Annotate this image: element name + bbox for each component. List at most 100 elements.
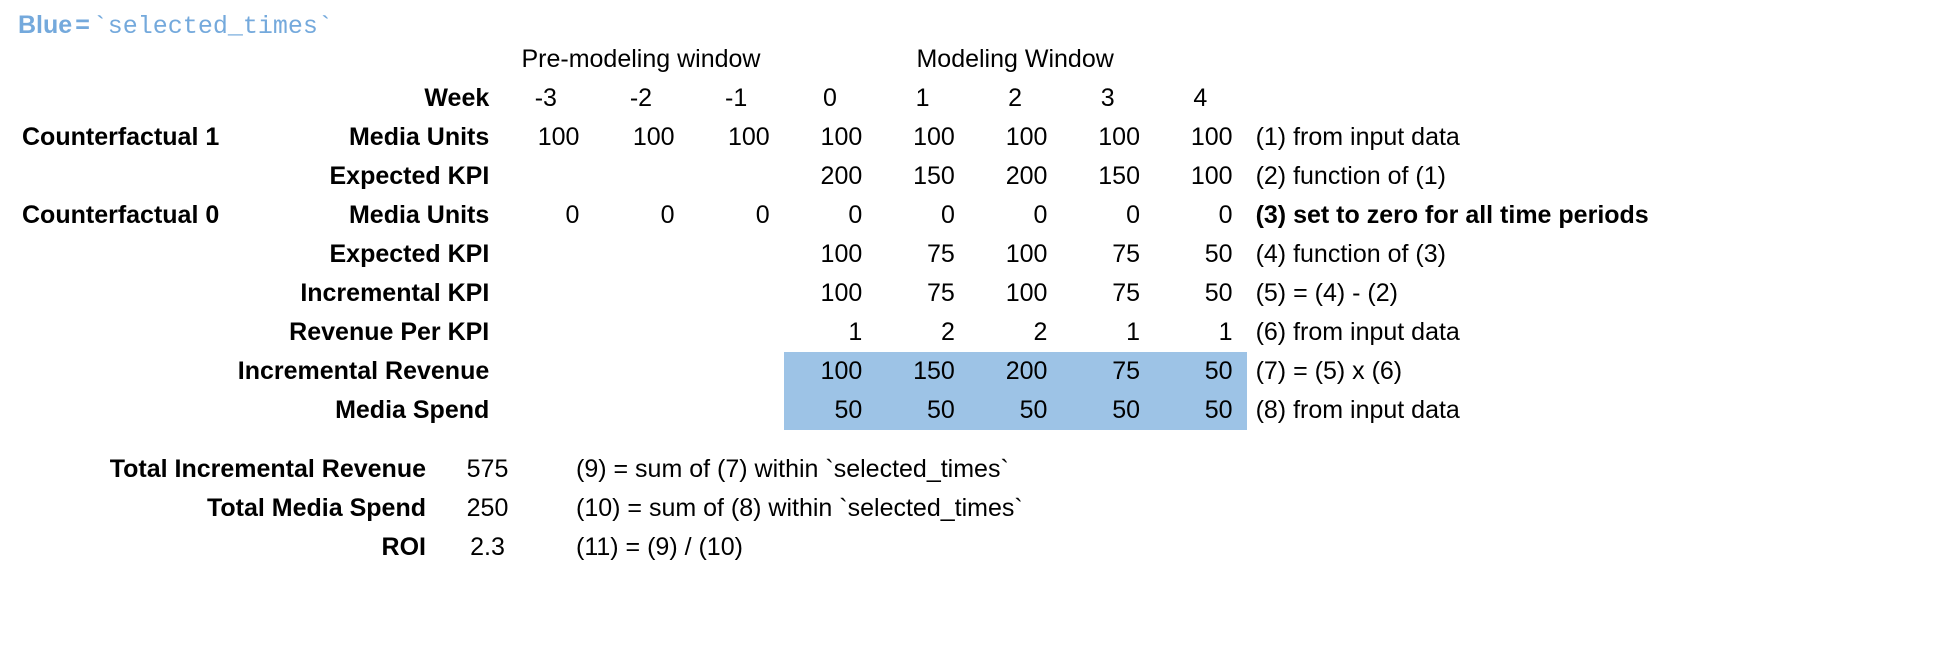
week-cell-3: 3	[1100, 84, 1115, 112]
week-cell-4: 4	[1193, 84, 1208, 112]
table-row: Revenue Per KPI 1 2 2 1 1 (6) from input…	[0, 313, 1946, 352]
summary-label-total-media-spend: Total Media Spend	[207, 494, 426, 522]
empty-corner-a	[0, 40, 238, 79]
cell-cf0-expected-kpi-w4: 50	[1204, 240, 1233, 268]
cell-cf0-media-units-w4: 0	[1218, 201, 1233, 229]
cell-incremental-revenue-w-1	[689, 352, 784, 391]
empty-note-week	[1247, 79, 1946, 118]
cell-incremental-kpi-w-3	[498, 274, 593, 313]
note-6: (6) from input data	[1255, 318, 1460, 346]
week-cell-m1: -1	[725, 84, 748, 112]
cell-incremental-revenue-w0: 100	[783, 352, 877, 391]
row-label-media-units-cf0: Media Units	[348, 201, 490, 229]
group-label-counterfactual-0: Counterfactual 0	[22, 201, 220, 229]
note-7: (7) = (5) x (6)	[1255, 357, 1403, 385]
header-modeling-window: Modeling Window	[916, 45, 1114, 73]
table-row: Counterfactual 1 Media Units 100 100 100…	[0, 118, 1946, 157]
cell-revenue-per-kpi-w-1	[689, 313, 784, 352]
cell-incremental-kpi-w3: 75	[1112, 279, 1140, 307]
cell-cf0-media-units-w3: 0	[1126, 201, 1140, 229]
cell-revenue-per-kpi-w0: 1	[848, 318, 863, 346]
group-label-blank-1	[0, 157, 238, 196]
summary-value-total-incremental-revenue: 575	[466, 455, 509, 483]
cell-cf0-expected-kpi-w-3	[498, 235, 593, 274]
legend-blue-selected-times: Blue = `selected_times`	[18, 12, 333, 41]
row-label-expected-kpi-cf0: Expected KPI	[329, 240, 490, 268]
cell-media-spend-w4: 50	[1154, 391, 1247, 430]
week-cell-2: 2	[1008, 84, 1023, 112]
summary-row-total-media-spend: Total Media Spend 250 (10) = sum of (8) …	[0, 489, 1440, 528]
summary-value-roi: 2.3	[470, 533, 505, 561]
cell-incremental-revenue-w3: 75	[1061, 352, 1154, 391]
row-label-media-units-cf1: Media Units	[348, 123, 490, 151]
cell-cf0-media-units-w-2: 0	[660, 201, 675, 229]
week-cell-0: 0	[823, 84, 837, 112]
table-row: Media Spend 50 50 50 50 50 (8) from inpu…	[0, 391, 1946, 430]
cell-revenue-per-kpi-w4: 1	[1218, 318, 1233, 346]
cell-cf1-media-units-w2: 100	[1005, 123, 1048, 151]
cell-cf0-media-units-w1: 0	[940, 201, 955, 229]
summary-label-total-incremental-revenue: Total Incremental Revenue	[109, 455, 426, 483]
summary-row-total-incremental-revenue: Total Incremental Revenue 575 (9) = sum …	[0, 450, 1440, 489]
cell-incremental-kpi-w2: 100	[1005, 279, 1048, 307]
empty-corner-b	[238, 40, 499, 79]
group-label-blank-2	[0, 235, 238, 274]
note-2: (2) function of (1)	[1255, 162, 1446, 190]
cell-cf0-media-units-w0: 0	[848, 201, 863, 229]
table-row: Incremental Revenue 100 150 200 75 50 (7…	[0, 352, 1946, 391]
cell-cf1-media-units-w1: 100	[913, 123, 955, 151]
cell-cf1-media-units-w-1: 100	[727, 123, 770, 151]
legend-code-token: `selected_times`	[92, 12, 333, 41]
cell-cf0-expected-kpi-w-1	[689, 235, 784, 274]
table-row: Expected KPI 100 75 100 75 50 (4) functi…	[0, 235, 1946, 274]
group-label-blank-3	[0, 274, 238, 313]
cell-revenue-per-kpi-w1: 2	[940, 318, 955, 346]
row-label-media-spend: Media Spend	[335, 396, 490, 424]
note-8: (8) from input data	[1255, 396, 1460, 424]
cell-cf1-media-units-w3: 100	[1098, 123, 1140, 151]
cell-incremental-revenue-w-2	[593, 352, 688, 391]
table-group-header-row: Pre-modeling window Modeling Window	[0, 40, 1946, 79]
cell-media-spend-w-1	[689, 391, 784, 430]
note-3: (3) set to zero for all time periods	[1255, 201, 1649, 229]
cell-cf0-expected-kpi-w1: 75	[927, 240, 955, 268]
cell-cf1-expected-kpi-w4: 100	[1190, 162, 1233, 190]
cell-cf0-expected-kpi-w3: 75	[1112, 240, 1140, 268]
cell-incremental-revenue-w-3	[498, 352, 593, 391]
group-label-blank-5	[0, 352, 238, 391]
summary-note-10: (10) = sum of (8) within `selected_times…	[576, 494, 1023, 522]
cell-cf1-expected-kpi-w-2	[593, 157, 688, 196]
cell-cf1-expected-kpi-w3: 150	[1098, 162, 1140, 190]
row-label-incremental-kpi: Incremental KPI	[300, 279, 490, 307]
cell-cf0-media-units-w2: 0	[1033, 201, 1048, 229]
row-label-incremental-revenue: Incremental Revenue	[237, 357, 490, 385]
cell-cf1-expected-kpi-w0: 200	[820, 162, 863, 190]
week-cell-1: 1	[915, 84, 930, 112]
cell-cf1-media-units-w0: 100	[820, 123, 863, 151]
cell-cf0-media-units-w-1: 0	[755, 201, 770, 229]
cell-revenue-per-kpi-w3: 1	[1126, 318, 1140, 346]
summary-table: Total Incremental Revenue 575 (9) = sum …	[0, 450, 1440, 567]
table-week-row: Week -3 -2 -1 0 1 2 3 4	[0, 79, 1946, 118]
cell-cf0-expected-kpi-w-2	[593, 235, 688, 274]
table-row: Incremental KPI 100 75 100 75 50 (5) = (…	[0, 274, 1946, 313]
cell-incremental-kpi-w1: 75	[927, 279, 955, 307]
table-row: Counterfactual 0 Media Units 0 0 0 0 0 0…	[0, 196, 1946, 235]
summary-note-11: (11) = (9) / (10)	[576, 533, 743, 561]
cell-incremental-revenue-w2: 200	[968, 352, 1062, 391]
counterfactual-table: Pre-modeling window Modeling Window Week…	[0, 40, 1946, 430]
cell-incremental-kpi-w4: 50	[1204, 279, 1233, 307]
cell-cf0-expected-kpi-w2: 100	[1005, 240, 1048, 268]
summary-note-9: (9) = sum of (7) within `selected_times`	[576, 455, 1009, 483]
cell-incremental-kpi-w0: 100	[820, 279, 863, 307]
cell-media-spend-w-2	[593, 391, 688, 430]
cell-cf1-expected-kpi-w-3	[498, 157, 593, 196]
note-5: (5) = (4) - (2)	[1255, 279, 1398, 307]
cell-cf0-expected-kpi-w0: 100	[820, 240, 863, 268]
cell-revenue-per-kpi-w-3	[498, 313, 593, 352]
group-label-blank-4	[0, 313, 238, 352]
week-cell-m2: -2	[629, 84, 653, 112]
roi-calculation-diagram: Pre-modeling window Modeling Window Week…	[0, 40, 1946, 567]
summary-label-roi: ROI	[381, 533, 426, 561]
note-1: (1) from input data	[1255, 123, 1460, 151]
